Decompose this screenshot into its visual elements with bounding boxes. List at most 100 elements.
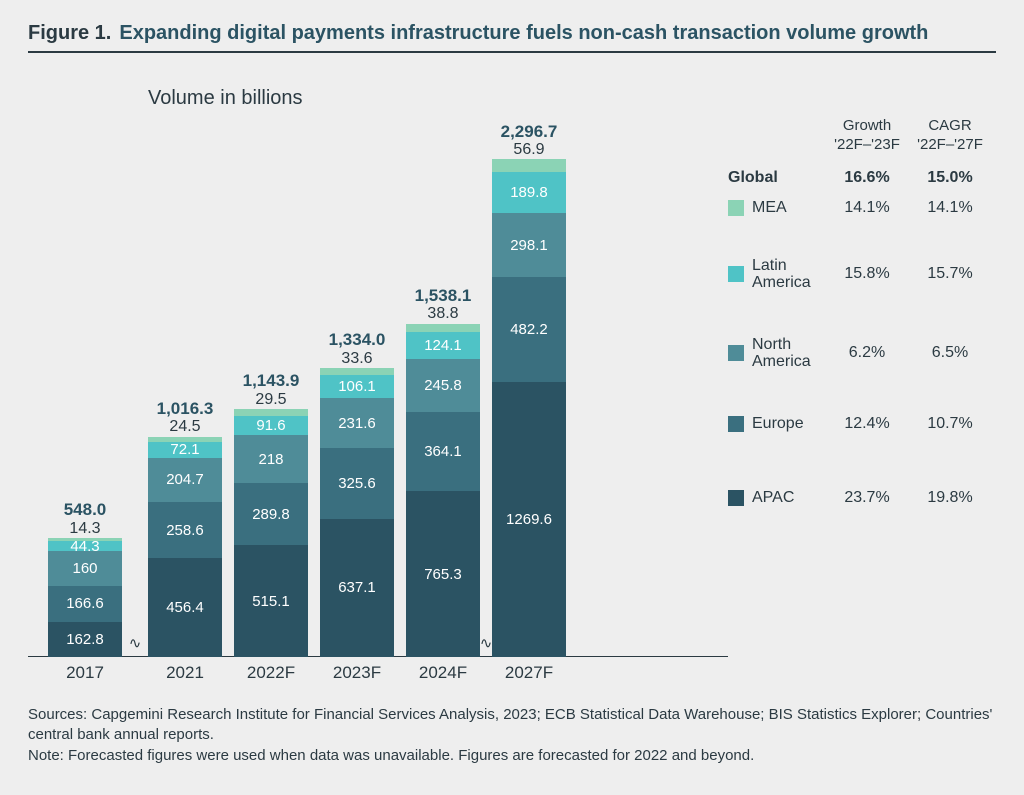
seg-mea <box>406 324 480 332</box>
bars-container: 548.014.3162.8166.616044.32017∿1,016.324… <box>28 137 728 657</box>
legend-row-latam: LatinAmerica15.8%15.7% <box>728 257 992 292</box>
growth-value: 23.7% <box>826 489 908 507</box>
chart-subtitle: Volume in billions <box>148 87 303 110</box>
seg-na: 204.7 <box>148 458 222 502</box>
seg-latam: 91.6 <box>234 416 308 436</box>
bar-2017: 548.014.3162.8166.616044.32017 <box>48 500 122 657</box>
seg-europe: 289.8 <box>234 483 308 546</box>
seg-latam: 106.1 <box>320 375 394 398</box>
content: Volume in billions 548.014.3162.8166.616… <box>28 67 996 687</box>
bar-2024F: 1,538.138.8765.3364.1245.8124.12024F <box>406 286 480 657</box>
seg-na: 218 <box>234 435 308 482</box>
header-growth: Growth'22F–'23F <box>826 117 908 155</box>
bar-stack: 637.1325.6231.6106.1 <box>320 368 394 657</box>
seg-label-mea-outside: 14.3 <box>69 520 100 538</box>
legend-row-apac: APAC23.7%19.8% <box>728 489 992 507</box>
swatch-europe <box>728 416 744 432</box>
seg-apac: 515.1 <box>234 545 308 657</box>
seg-europe: 482.2 <box>492 277 566 381</box>
swatch-latam <box>728 266 744 282</box>
legend-row-mea: MEA14.1%14.1% <box>728 199 992 217</box>
seg-apac: 1269.6 <box>492 382 566 657</box>
growth-value: 16.6% <box>826 169 908 187</box>
growth-value: 12.4% <box>826 415 908 433</box>
seg-na: 160 <box>48 551 122 586</box>
bar-total-label: 2,296.7 <box>501 122 558 142</box>
x-label: 2027F <box>505 663 553 683</box>
growth-value: 15.8% <box>826 265 908 283</box>
legend-row-na: NorthAmerica6.2%6.5% <box>728 336 992 371</box>
seg-apac: 765.3 <box>406 491 480 657</box>
legend-row-europe: Europe12.4%10.7% <box>728 415 992 433</box>
seg-label-mea-outside: 29.5 <box>255 391 286 409</box>
seg-apac: 162.8 <box>48 622 122 657</box>
legend-label: MEA <box>752 199 826 217</box>
legend-label: Europe <box>752 415 826 433</box>
bar-stack: 1269.6482.2298.1189.8 <box>492 159 566 657</box>
swatch-apac <box>728 490 744 506</box>
figure-label: Figure 1. <box>28 22 111 45</box>
cagr-value: 15.7% <box>908 265 992 283</box>
bar-stack: 765.3364.1245.8124.1 <box>406 324 480 657</box>
x-label: 2024F <box>419 663 467 683</box>
bar-stack: 456.4258.6204.772.1 <box>148 437 222 657</box>
legend-label: NorthAmerica <box>752 336 826 371</box>
figure-header: Figure 1. Expanding digital payments inf… <box>28 22 996 53</box>
cagr-value: 19.8% <box>908 489 992 507</box>
bar-stack: 162.8166.616044.3 <box>48 538 122 657</box>
x-label: 2017 <box>66 663 104 683</box>
axis-break-icon: ∿ <box>129 634 142 652</box>
legend-label: Global <box>728 169 826 187</box>
table-headers: Growth'22F–'23F CAGR'22F–'27F <box>728 117 992 155</box>
bar-stack: 515.1289.821891.6 <box>234 409 308 657</box>
seg-latam: 44.3 <box>48 541 122 551</box>
bar-2023F: 1,334.033.6637.1325.6231.6106.12023F <box>320 330 394 657</box>
seg-latam: 72.1 <box>148 442 222 458</box>
seg-europe: 166.6 <box>48 586 122 622</box>
x-label: 2021 <box>166 663 204 683</box>
swatch-mea <box>728 200 744 216</box>
bar-total-label: 548.0 <box>64 500 107 520</box>
legend-row-global: Global16.6%15.0% <box>728 169 992 187</box>
swatch-na <box>728 345 744 361</box>
footer: Sources: Capgemini Research Institute fo… <box>28 705 996 766</box>
seg-na: 245.8 <box>406 359 480 412</box>
seg-label-mea-outside: 33.6 <box>341 350 372 368</box>
seg-apac: 637.1 <box>320 519 394 657</box>
bar-total-label: 1,538.1 <box>415 286 472 306</box>
cagr-value: 15.0% <box>908 169 992 187</box>
cagr-value: 14.1% <box>908 199 992 217</box>
axis-break-icon: ∿ <box>480 634 493 652</box>
cagr-value: 10.7% <box>908 415 992 433</box>
seg-na: 298.1 <box>492 213 566 278</box>
growth-value: 14.1% <box>826 199 908 217</box>
seg-europe: 364.1 <box>406 412 480 491</box>
seg-mea <box>320 368 394 375</box>
legend-table: Growth'22F–'23F CAGR'22F–'27F Global16.6… <box>728 67 992 687</box>
growth-value: 6.2% <box>826 344 908 362</box>
note-text: Note: Forecasted figures were used when … <box>28 746 996 766</box>
seg-apac: 456.4 <box>148 558 222 657</box>
bar-total-label: 1,334.0 <box>329 330 386 350</box>
seg-na: 231.6 <box>320 398 394 448</box>
seg-mea <box>492 159 566 171</box>
seg-latam: 124.1 <box>406 332 480 359</box>
chart-area: Volume in billions 548.014.3162.8166.616… <box>28 67 728 687</box>
sources-text: Sources: Capgemini Research Institute fo… <box>28 705 996 746</box>
figure-title: Expanding digital payments infrastructur… <box>119 22 928 45</box>
bar-total-label: 1,016.3 <box>157 399 214 419</box>
header-cagr: CAGR'22F–'27F <box>908 117 992 155</box>
seg-label-mea-outside: 56.9 <box>513 141 544 159</box>
bar-total-label: 1,143.9 <box>243 371 300 391</box>
seg-label-mea-outside: 38.8 <box>427 305 458 323</box>
seg-europe: 258.6 <box>148 502 222 558</box>
bar-2027F: 2,296.756.91269.6482.2298.1189.82027F <box>492 122 566 658</box>
seg-europe: 325.6 <box>320 448 394 519</box>
cagr-value: 6.5% <box>908 344 992 362</box>
legend-label: LatinAmerica <box>752 257 826 292</box>
legend-label: APAC <box>752 489 826 507</box>
x-label: 2023F <box>333 663 381 683</box>
x-label: 2022F <box>247 663 295 683</box>
seg-latam: 189.8 <box>492 172 566 213</box>
bar-2022F: 1,143.929.5515.1289.821891.62022F <box>234 371 308 657</box>
